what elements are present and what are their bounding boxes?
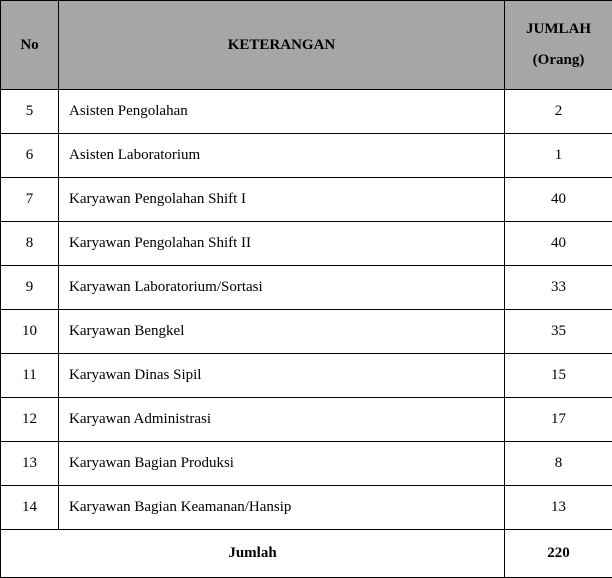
cell-no: 8 bbox=[1, 222, 59, 266]
cell-ket: Karyawan Bagian Keamanan/Hansip bbox=[59, 486, 505, 530]
cell-ket: Karyawan Bengkel bbox=[59, 310, 505, 354]
cell-no: 6 bbox=[1, 134, 59, 178]
table-row: 6 Asisten Laboratorium 1 bbox=[1, 134, 612, 178]
cell-jml: 15 bbox=[505, 354, 612, 398]
cell-no: 9 bbox=[1, 266, 59, 310]
header-jumlah: JUMLAH (Orang) bbox=[505, 1, 612, 90]
cell-ket: Asisten Laboratorium bbox=[59, 134, 505, 178]
cell-ket: Karyawan Bagian Produksi bbox=[59, 442, 505, 486]
header-keterangan: KETERANGAN bbox=[59, 1, 505, 90]
header-jumlah-line1: JUMLAH bbox=[506, 21, 611, 38]
cell-no: 7 bbox=[1, 178, 59, 222]
header-jumlah-line2: (Orang) bbox=[506, 52, 611, 69]
table-header-row: No KETERANGAN JUMLAH (Orang) bbox=[1, 1, 612, 90]
table-row: 11 Karyawan Dinas Sipil 15 bbox=[1, 354, 612, 398]
cell-jml: 40 bbox=[505, 222, 612, 266]
table-wrap: No KETERANGAN JUMLAH (Orang) 5 Asisten P… bbox=[0, 0, 612, 578]
table-row: 5 Asisten Pengolahan 2 bbox=[1, 90, 612, 134]
cell-ket: Karyawan Pengolahan Shift II bbox=[59, 222, 505, 266]
table-footer-row: Jumlah 220 bbox=[1, 530, 612, 578]
cell-ket: Karyawan Pengolahan Shift I bbox=[59, 178, 505, 222]
cell-no: 11 bbox=[1, 354, 59, 398]
cell-no: 12 bbox=[1, 398, 59, 442]
cell-no: 13 bbox=[1, 442, 59, 486]
cell-jml: 35 bbox=[505, 310, 612, 354]
table-header: No KETERANGAN JUMLAH (Orang) bbox=[1, 1, 612, 90]
cell-ket: Karyawan Dinas Sipil bbox=[59, 354, 505, 398]
table-row: 8 Karyawan Pengolahan Shift II 40 bbox=[1, 222, 612, 266]
cell-jml: 33 bbox=[505, 266, 612, 310]
footer-total: 220 bbox=[505, 530, 612, 578]
cell-jml: 13 bbox=[505, 486, 612, 530]
cell-ket: Karyawan Laboratorium/Sortasi bbox=[59, 266, 505, 310]
cell-no: 14 bbox=[1, 486, 59, 530]
cell-jml: 2 bbox=[505, 90, 612, 134]
cell-jml: 17 bbox=[505, 398, 612, 442]
cell-ket: Karyawan Administrasi bbox=[59, 398, 505, 442]
table-row: 14 Karyawan Bagian Keamanan/Hansip 13 bbox=[1, 486, 612, 530]
header-jumlah-stack: JUMLAH (Orang) bbox=[506, 2, 611, 88]
table-footer: Jumlah 220 bbox=[1, 530, 612, 578]
data-table: No KETERANGAN JUMLAH (Orang) 5 Asisten P… bbox=[0, 0, 612, 578]
cell-jml: 40 bbox=[505, 178, 612, 222]
table-row: 7 Karyawan Pengolahan Shift I 40 bbox=[1, 178, 612, 222]
header-no: No bbox=[1, 1, 59, 90]
table-row: 10 Karyawan Bengkel 35 bbox=[1, 310, 612, 354]
table-row: 12 Karyawan Administrasi 17 bbox=[1, 398, 612, 442]
table-row: 13 Karyawan Bagian Produksi 8 bbox=[1, 442, 612, 486]
footer-label: Jumlah bbox=[1, 530, 505, 578]
cell-no: 10 bbox=[1, 310, 59, 354]
cell-jml: 1 bbox=[505, 134, 612, 178]
cell-no: 5 bbox=[1, 90, 59, 134]
table-row: 9 Karyawan Laboratorium/Sortasi 33 bbox=[1, 266, 612, 310]
cell-jml: 8 bbox=[505, 442, 612, 486]
table-body: 5 Asisten Pengolahan 2 6 Asisten Laborat… bbox=[1, 90, 612, 530]
cell-ket: Asisten Pengolahan bbox=[59, 90, 505, 134]
